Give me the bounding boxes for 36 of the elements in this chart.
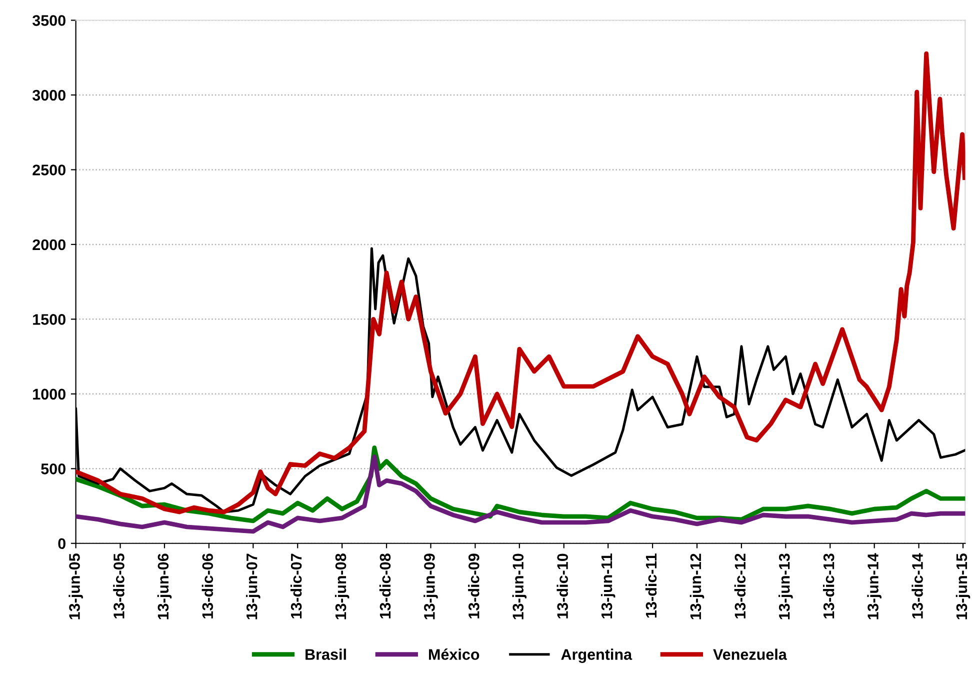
y-tick-label: 2500 xyxy=(32,164,66,176)
x-tick-label: 13-dic-08 xyxy=(379,554,391,618)
y-tick-label: 3000 xyxy=(32,90,66,101)
y-tick-label: 2000 xyxy=(32,239,66,250)
y-tick-label: 1500 xyxy=(33,314,66,325)
line-series xyxy=(76,445,966,524)
x-tick-label: 13-jun-14 xyxy=(867,553,882,620)
y-tick-label: 500 xyxy=(41,464,66,474)
y-tick-label: 0 xyxy=(58,538,66,550)
legend-label: Argentina xyxy=(561,648,632,663)
x-tick-label: 13-dic-14 xyxy=(912,553,923,618)
line-series xyxy=(76,454,966,534)
x-tick-label: 13-jun-12 xyxy=(690,554,704,620)
x-tick-label: 13-dic-07 xyxy=(290,554,302,618)
line-series xyxy=(76,51,966,514)
x-tick-label: 13-dic-06 xyxy=(202,554,214,618)
y-tick-label: 1000 xyxy=(33,388,66,400)
x-tick-label: 13-jun-10 xyxy=(512,554,527,620)
x-tick-label: 13-jun-09 xyxy=(424,554,438,620)
x-tick-label: 13-dic-13 xyxy=(823,554,834,618)
x-tick-label: 13-dic-11 xyxy=(645,554,657,618)
x-tick-label: 13-dic-12 xyxy=(734,554,746,618)
x-tick-label: 13-jun-15 xyxy=(956,554,970,620)
x-tick-label: 13-jun-13 xyxy=(778,554,793,620)
x-tick-label: 13-jun-07 xyxy=(246,554,260,620)
legend-label: Venezuela xyxy=(713,648,787,660)
x-tick-label: 13-jun-05 xyxy=(68,554,83,620)
x-tick-label: 13-dic-09 xyxy=(468,554,480,618)
x-tick-label: 13-dic-05 xyxy=(113,554,124,618)
legend-label: Brasil xyxy=(306,648,346,660)
x-tick-label: 13-jun-11 xyxy=(600,554,616,618)
x-tick-label: 13-dic-10 xyxy=(556,554,568,618)
y-tick-label: 3500 xyxy=(32,15,66,26)
x-tick-label: 13-jun-06 xyxy=(157,554,172,620)
x-tick-label: 13-jun-08 xyxy=(334,554,350,620)
legend-label: México xyxy=(428,648,480,660)
